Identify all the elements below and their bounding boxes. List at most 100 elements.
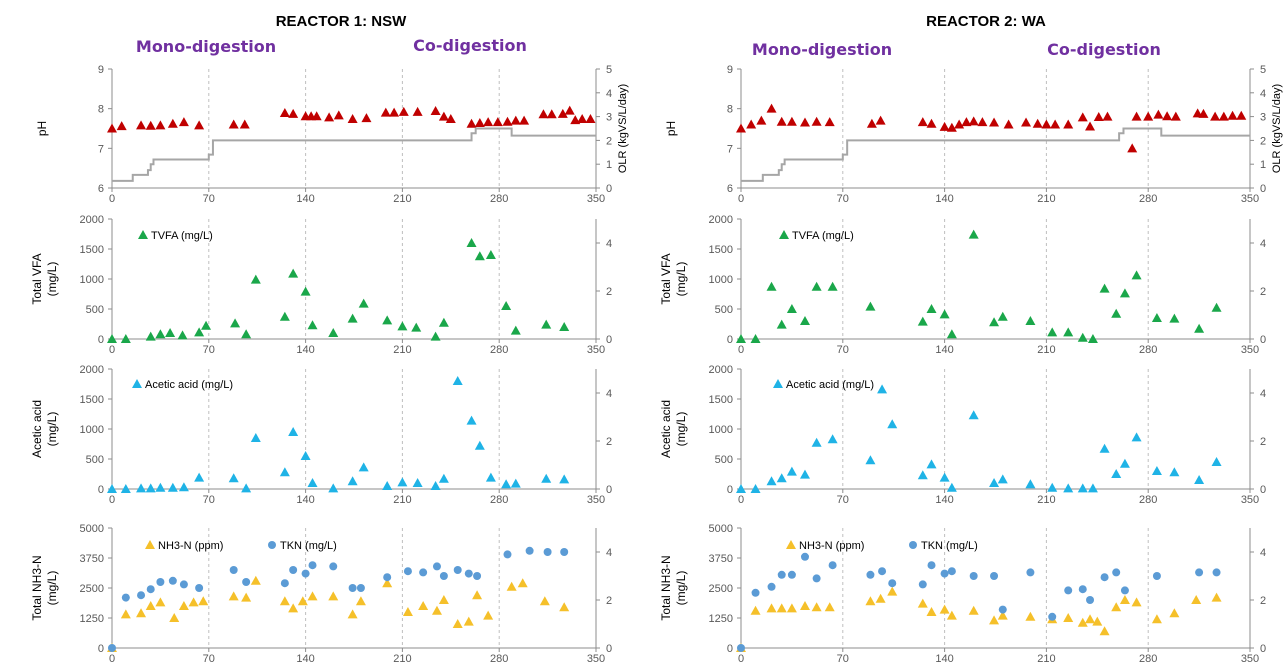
- tvfa-point: [510, 325, 521, 335]
- acetic-point: [1111, 469, 1122, 478]
- ph-point: [926, 118, 937, 128]
- y2-tick-label: 0: [606, 643, 612, 655]
- y2-tick-label: 2: [1260, 286, 1266, 298]
- y2-tick-label: 4: [1260, 88, 1266, 100]
- acetic-point: [485, 472, 496, 482]
- ph-point: [194, 120, 205, 130]
- acetic-point: [167, 482, 178, 492]
- acetic-point: [750, 484, 761, 493]
- acetic-point: [1194, 475, 1205, 484]
- y-tick-label: 6: [98, 183, 104, 195]
- y2-tick-label: 5: [1260, 64, 1266, 76]
- y-axis-label: Total VFA: [30, 253, 44, 304]
- ph-point: [736, 123, 746, 133]
- x-tick-label: 350: [1241, 193, 1259, 205]
- ph-point: [1236, 110, 1247, 120]
- nh3-point: [169, 613, 180, 622]
- y2-tick-label: 4: [606, 547, 612, 559]
- y2-axis-label: OLR (kgVS/L/day): [617, 84, 629, 173]
- ph-point: [1143, 111, 1154, 121]
- legend-tvfa-label: TVFA (mg/L): [151, 230, 213, 242]
- y-tick-label: 8: [98, 104, 104, 116]
- tvfa-point: [1047, 327, 1058, 337]
- acetic-point: [786, 466, 797, 476]
- acetic-point: [968, 410, 979, 420]
- y-tick-label: 2000: [709, 214, 733, 226]
- acetic-point: [382, 481, 393, 490]
- tkn-point: [787, 570, 796, 579]
- tvfa-point: [736, 334, 746, 343]
- y2-tick-label: 0: [606, 484, 612, 496]
- y-tick-label: 1000: [709, 274, 733, 286]
- ph-point: [167, 118, 178, 128]
- x-tick-label: 350: [587, 344, 605, 356]
- nh3-point: [288, 603, 299, 613]
- x-tick-label: 0: [109, 193, 115, 205]
- ph-point: [585, 113, 596, 123]
- olr-line: [741, 127, 1250, 182]
- ph-point: [239, 119, 250, 129]
- y2-tick-label: 3: [1260, 112, 1266, 124]
- tkn-point: [990, 572, 999, 580]
- nh3-point: [1077, 617, 1088, 627]
- ph-point: [228, 119, 239, 129]
- nh3-point: [155, 597, 166, 607]
- y-tick-label: 500: [715, 454, 733, 466]
- acetic-point: [430, 481, 441, 490]
- legend-tvfa-marker: [779, 230, 789, 239]
- x-tick-label: 280: [1139, 193, 1157, 205]
- panel-ph-1: 0 70 140 210 280 350 6 7 8 9 0 1 2 3 4 5 pH OLR (kgVS/L/d…: [35, 64, 629, 205]
- y-tick-label: 5000: [709, 523, 733, 535]
- y-axis-label: Acetic acid: [30, 400, 44, 458]
- nh3-point: [1025, 611, 1036, 621]
- y-tick-label: 1000: [709, 424, 733, 436]
- nh3-point: [328, 591, 339, 601]
- tvfa-point: [438, 317, 449, 327]
- y-axis-label: Total NH3-N: [30, 555, 44, 620]
- y2-tick-label: 4: [606, 388, 612, 400]
- nh3-point: [799, 601, 810, 610]
- y-tick-label: 500: [86, 454, 104, 466]
- nh3-point: [1169, 608, 1180, 618]
- ph-point: [333, 110, 344, 120]
- nh3-point: [136, 608, 147, 618]
- ph-point: [324, 112, 335, 122]
- ph-point: [968, 116, 979, 126]
- acetic-point: [1063, 483, 1074, 493]
- acetic-point: [877, 384, 888, 394]
- x-tick-label: 140: [296, 494, 314, 506]
- ph-point: [824, 117, 835, 127]
- y-tick-label: 2500: [80, 583, 104, 595]
- tkn-point: [940, 569, 949, 578]
- acetic-point: [501, 479, 512, 489]
- x-tick-label: 350: [587, 193, 605, 205]
- y2-tick-label: 2: [606, 286, 612, 298]
- tkn-point: [767, 582, 776, 591]
- nh3-point: [946, 610, 957, 620]
- nh3-point: [307, 591, 318, 601]
- y-tick-label: 0: [98, 334, 104, 346]
- nh3-point: [506, 581, 517, 591]
- x-tick-label: 140: [935, 193, 953, 205]
- legend-acetic-marker: [773, 379, 783, 388]
- ph-point: [107, 123, 117, 133]
- nh3-point: [241, 592, 252, 602]
- y-tick-label: 2000: [709, 364, 733, 376]
- nh3-point: [418, 601, 429, 610]
- nh3-point: [824, 602, 835, 612]
- nh3-point: [347, 609, 358, 619]
- nh3-point: [776, 603, 787, 613]
- tvfa-point: [1025, 316, 1036, 325]
- nh3-point: [355, 596, 366, 606]
- y-axis-unit: (mg/L): [674, 571, 688, 606]
- x-tick-label: 210: [1037, 494, 1055, 506]
- tvfa-point: [1119, 288, 1130, 298]
- y2-tick-label: 2: [1260, 595, 1266, 607]
- tkn-point: [1086, 596, 1095, 604]
- acetic-point: [510, 478, 521, 488]
- acetic-point: [1169, 467, 1180, 477]
- tvfa-point: [328, 328, 339, 337]
- y2-tick-label: 4: [1260, 547, 1266, 559]
- y-axis-unit: (mg/L): [45, 412, 59, 447]
